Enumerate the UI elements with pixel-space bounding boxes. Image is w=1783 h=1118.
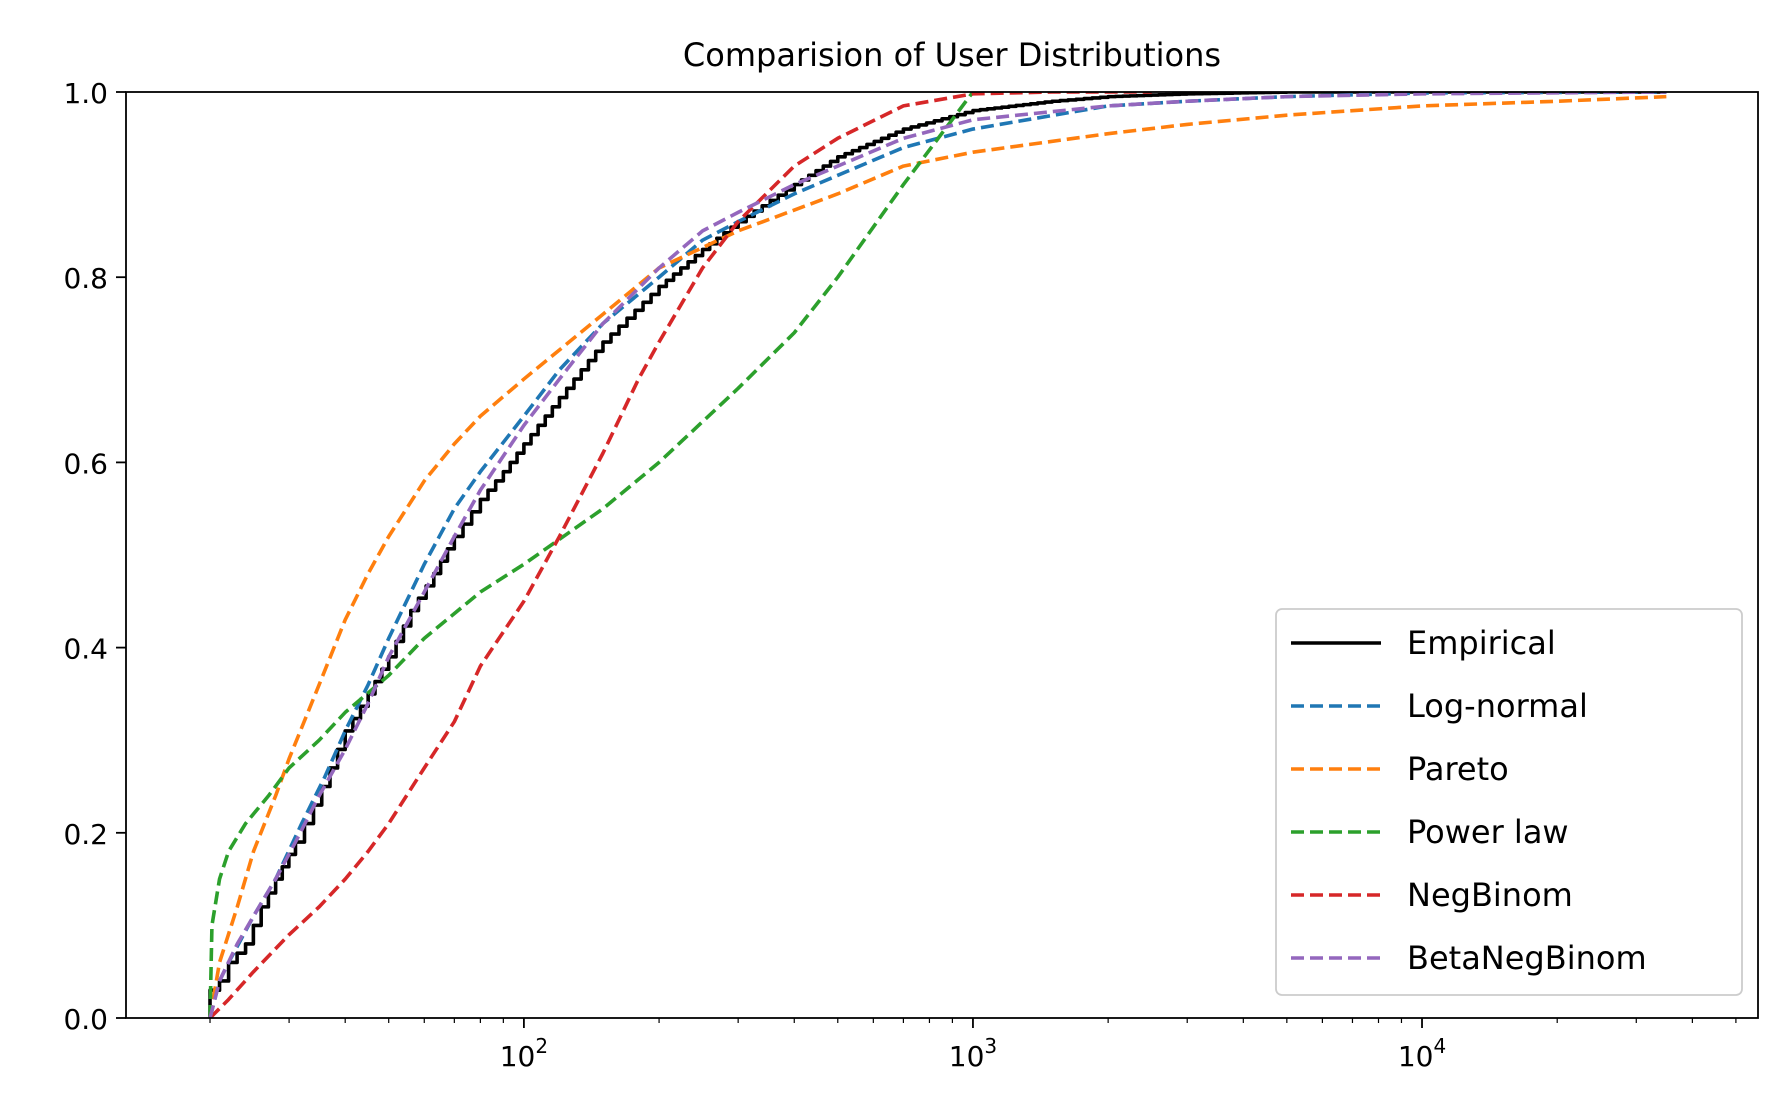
plot-area bbox=[125, 91, 1759, 1019]
legend-box bbox=[1275, 608, 1743, 996]
legend-label: Log-normal bbox=[1407, 687, 1588, 725]
x-tick-label: 103 bbox=[949, 1034, 997, 1073]
legend: Empirical Log-normal Pareto Power law NegBin… bbox=[1275, 608, 1743, 996]
x-tick-exponent: 4 bbox=[1433, 1034, 1446, 1058]
series-line-betanegbinom bbox=[208, 92, 1667, 1018]
series-line-log-normal bbox=[208, 92, 1667, 1018]
y-tick-label: 0.4 bbox=[63, 633, 108, 666]
legend-label: NegBinom bbox=[1407, 876, 1573, 914]
x-tick-exponent: 3 bbox=[984, 1034, 997, 1058]
plot-frame bbox=[125, 91, 1759, 1019]
series-line-pareto bbox=[208, 94, 1667, 1018]
y-tick-label: 1.0 bbox=[63, 77, 108, 110]
x-tick-exponent: 2 bbox=[535, 1034, 548, 1058]
x-tick-base: 10 bbox=[1398, 1040, 1434, 1073]
series-line-negbinom bbox=[208, 92, 1152, 1018]
x-axis: 102 103 104 bbox=[209, 1018, 1737, 1073]
x-tick-base: 10 bbox=[949, 1040, 985, 1073]
y-tick-label: 0.8 bbox=[63, 262, 108, 295]
legend-label: Power law bbox=[1407, 813, 1569, 851]
legend-label: BetaNegBinom bbox=[1407, 939, 1647, 977]
x-tick-base: 10 bbox=[500, 1040, 536, 1073]
y-tick-label: 0.0 bbox=[63, 1003, 108, 1036]
y-tick-label: 0.6 bbox=[63, 447, 108, 480]
legend-label: Pareto bbox=[1407, 750, 1509, 788]
legend-label: Empirical bbox=[1407, 624, 1556, 662]
series-line-power-law bbox=[208, 92, 975, 1018]
x-tick-label: 102 bbox=[500, 1034, 548, 1073]
y-tick-label: 0.2 bbox=[63, 818, 108, 851]
y-axis: 0.0 0.2 0.4 0.6 0.8 1.0 bbox=[63, 77, 126, 1036]
x-tick-label: 104 bbox=[1398, 1034, 1446, 1073]
chart-title: Comparision of User Distributions bbox=[683, 36, 1221, 74]
